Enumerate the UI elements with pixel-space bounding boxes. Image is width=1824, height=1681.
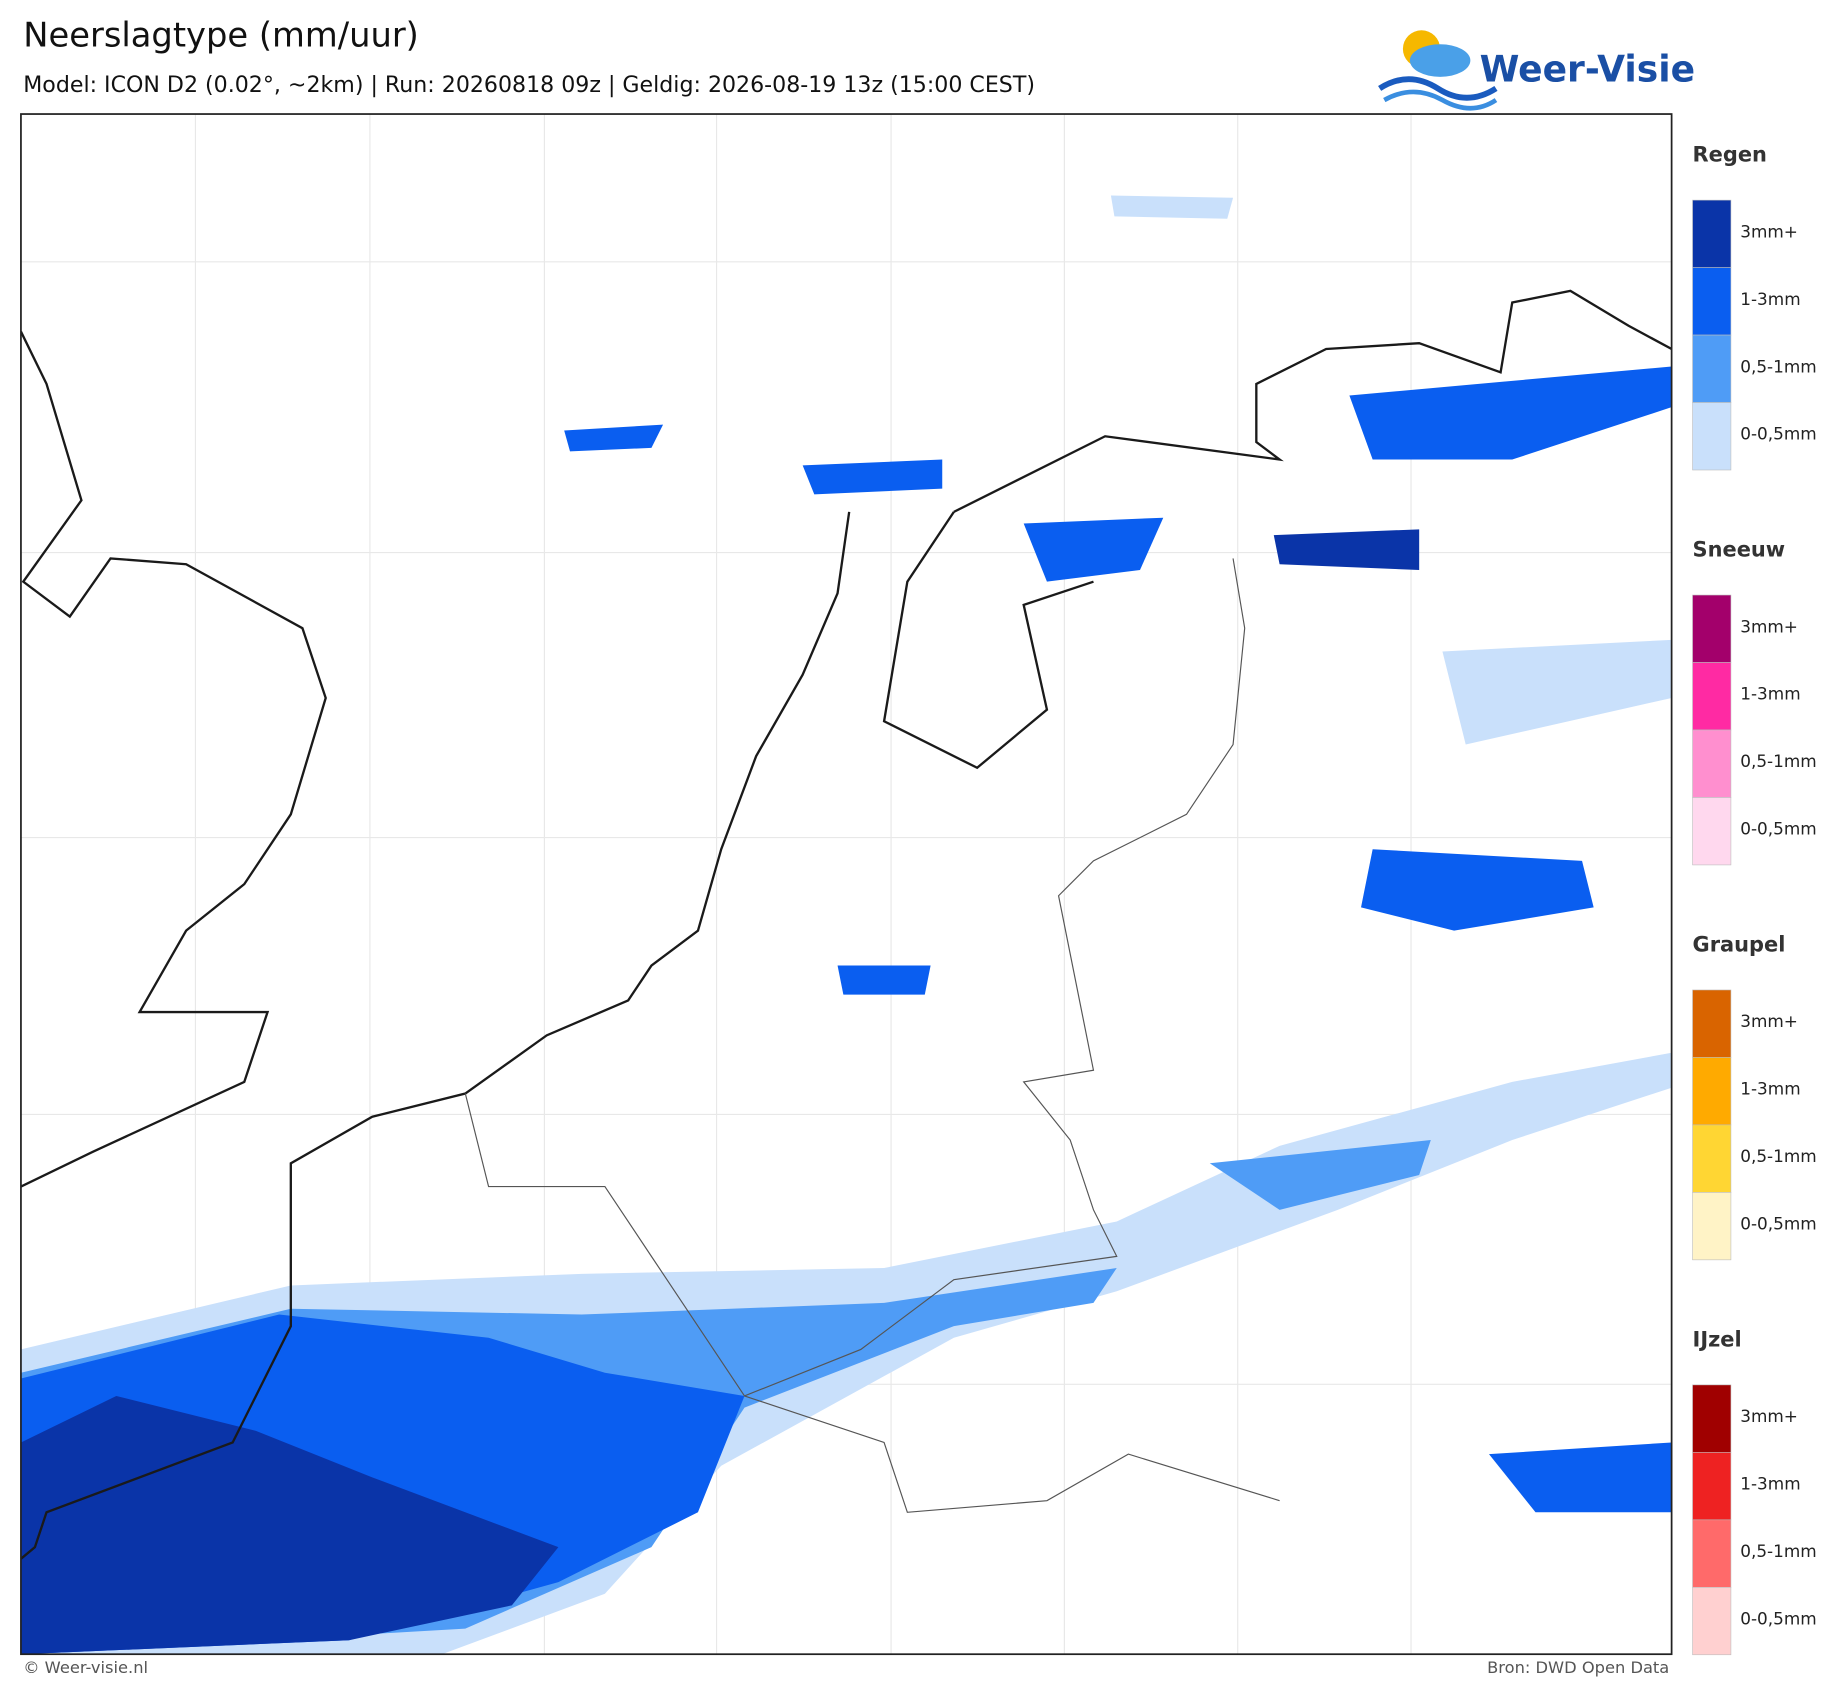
legend-swatch (1692, 797, 1732, 866)
legend-title: Regen (1693, 143, 1767, 167)
legend-swatch (1692, 662, 1732, 731)
legend-label: 0-0,5mm (1740, 1214, 1816, 1234)
legend-label: 0,5-1mm (1740, 751, 1816, 771)
legend-title: IJzel (1693, 1328, 1742, 1352)
legend-swatch (1692, 1384, 1732, 1453)
legend-label: 0-0,5mm (1740, 819, 1816, 839)
legend-swatch (1692, 267, 1732, 336)
legend-label: 0-0,5mm (1740, 424, 1816, 444)
legend-label: 0-0,5mm (1740, 1609, 1816, 1629)
logo: Weer-Visie (1378, 30, 1695, 111)
legend-title: Sneeuw (1693, 538, 1786, 562)
legend: Regen 3mm+ 1-3mm 0,5-1mm 0-0,5mm Sneeuw 3mm+ 1-… (1692, 143, 1817, 1656)
map (20, 114, 1672, 1655)
footer-right: Bron: DWD Open Data (1487, 1658, 1669, 1677)
legend-swatch (1692, 594, 1732, 663)
legend-swatch (1692, 402, 1732, 471)
legend-swatch (1692, 1124, 1732, 1193)
legend-label: 0,5-1mm (1740, 1146, 1816, 1166)
legend-label: 3mm+ (1740, 1406, 1798, 1426)
legend-label: 1-3mm (1740, 289, 1800, 309)
legend-label: 1-3mm (1740, 1474, 1800, 1494)
legend-swatch (1692, 199, 1732, 268)
footer-left: © Weer-visie.nl (23, 1658, 148, 1677)
legend-title: Graupel (1693, 933, 1786, 957)
legend-swatch (1692, 1452, 1732, 1521)
map-frame (20, 113, 1673, 1656)
legend-label: 1-3mm (1740, 684, 1800, 704)
legend-label: 0,5-1mm (1740, 1541, 1816, 1561)
legend-label: 0,5-1mm (1740, 356, 1816, 376)
legend-label: 3mm+ (1740, 616, 1798, 636)
legend-swatch (1692, 1057, 1732, 1126)
legend-swatch (1692, 989, 1732, 1058)
logo-text: Weer-Visie (1480, 48, 1695, 90)
legend-label: 3mm+ (1740, 221, 1798, 241)
title: Neerslagtype (mm/uur) (23, 16, 419, 55)
subtitle: Model: ICON D2 (0.02°, ~2km) | Run: 2026… (23, 72, 1035, 98)
legend-label: 3mm+ (1740, 1011, 1798, 1031)
legend-swatch (1692, 1519, 1732, 1588)
legend-swatch (1692, 1192, 1732, 1261)
legend-swatch (1692, 1587, 1732, 1656)
legend-label: 1-3mm (1740, 1079, 1800, 1099)
legend-swatch (1692, 334, 1732, 403)
legend-swatch (1692, 729, 1732, 798)
